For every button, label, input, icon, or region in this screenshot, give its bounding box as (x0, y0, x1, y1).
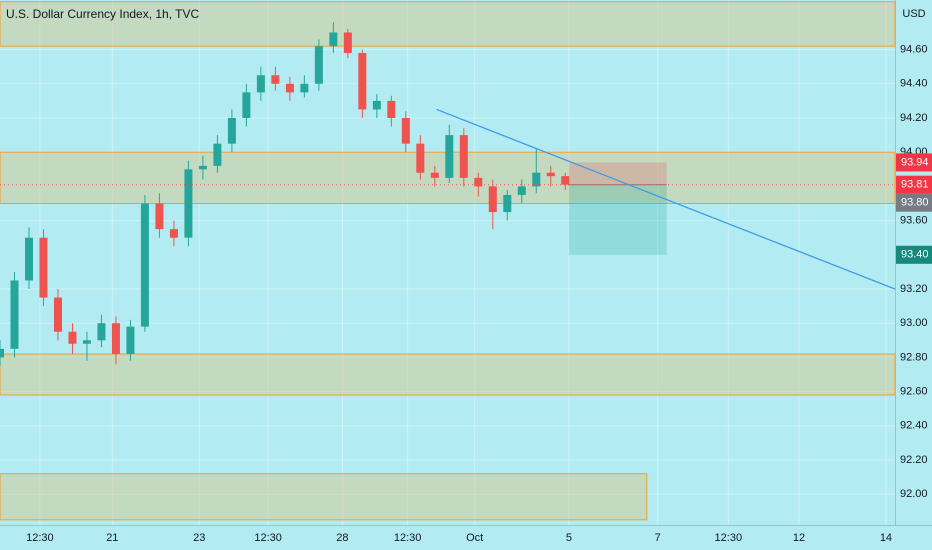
candle-body (561, 176, 570, 185)
x-tick-label: Oct (466, 532, 483, 544)
candle-body (242, 92, 251, 118)
y-tick-label: 94.20 (900, 112, 928, 124)
x-tick-label: 12:30 (715, 532, 743, 544)
y-tick-label: 93.20 (900, 283, 928, 295)
x-tick-label: 5 (566, 532, 572, 544)
y-tick-label: 92.40 (900, 420, 928, 432)
candle-body (488, 186, 497, 213)
candle-body (271, 75, 280, 84)
y-tick-label: 92.80 (900, 351, 928, 363)
candle-body (546, 172, 555, 177)
price-badge-label: 93.80 (901, 197, 929, 209)
candle-body (300, 83, 309, 93)
candle-body (0, 348, 4, 358)
y-tick-label: 92.20 (900, 454, 928, 466)
x-tick-label: 12:30 (394, 532, 422, 544)
zone (0, 353, 896, 396)
candle-body (169, 229, 178, 238)
zone (0, 473, 648, 521)
candle-body (53, 297, 62, 332)
chart-title: U.S. Dollar Currency Index, 1h, TVC (6, 7, 200, 21)
candle-body (256, 75, 265, 93)
candle-body (155, 203, 164, 230)
price-badge-label: 93.81 (901, 179, 929, 191)
candle-body (343, 32, 352, 54)
currency-label: USD (902, 8, 925, 20)
trend-line (436, 108, 896, 290)
candle-body (140, 203, 149, 327)
y-tick-label: 93.60 (900, 215, 928, 227)
y-tick-label: 92.00 (900, 488, 928, 500)
candle-body (314, 46, 323, 84)
x-tick-label: 21 (106, 532, 118, 544)
candle-body (198, 165, 207, 170)
plot-area (0, 0, 896, 525)
x-tick-label: 14 (880, 532, 892, 544)
candle-body (474, 177, 483, 187)
zone (0, 1, 896, 47)
price-badge (896, 175, 932, 194)
candle-body (213, 143, 222, 166)
target-zone (568, 184, 667, 255)
price-badge (896, 245, 932, 264)
x-tick-label: 12 (793, 532, 805, 544)
candle-body (97, 323, 106, 341)
x-tick-label: 12:30 (26, 532, 54, 544)
candle-body (126, 326, 135, 354)
y-tick-label: 92.60 (900, 386, 928, 398)
price-badge (896, 153, 932, 172)
candle-body (372, 100, 381, 110)
candle-body (111, 323, 120, 354)
price-badge-label: 93.40 (901, 249, 929, 261)
candle-body (517, 186, 526, 195)
candle-body (401, 117, 410, 144)
candle-body (503, 194, 512, 213)
candle-body (329, 32, 338, 47)
candle-body (358, 53, 367, 110)
candle-body (387, 100, 396, 118)
candle-body (532, 172, 541, 187)
candle-body (430, 172, 439, 178)
candle-body (227, 117, 236, 144)
price-badge-label: 93.94 (901, 156, 929, 168)
y-tick-label: 93.00 (900, 317, 928, 329)
price-badge (896, 193, 932, 212)
x-tick-label: 23 (193, 532, 205, 544)
y-tick-label: 94.60 (900, 43, 928, 55)
stop-zone (568, 162, 667, 185)
candle-body (184, 169, 193, 238)
candle-body (416, 143, 425, 173)
candle-body (10, 280, 19, 349)
candle-body (24, 237, 33, 281)
candle-body (285, 83, 294, 93)
candle-body (68, 331, 77, 344)
candle-body (39, 237, 48, 298)
y-tick-label: 94.40 (900, 78, 928, 90)
x-tick-label: 28 (336, 532, 348, 544)
candle-body (82, 340, 91, 344)
candle-body (445, 135, 454, 178)
candle-body (459, 135, 468, 178)
x-tick-label: 12:30 (254, 532, 282, 544)
x-tick-label: 7 (655, 532, 661, 544)
